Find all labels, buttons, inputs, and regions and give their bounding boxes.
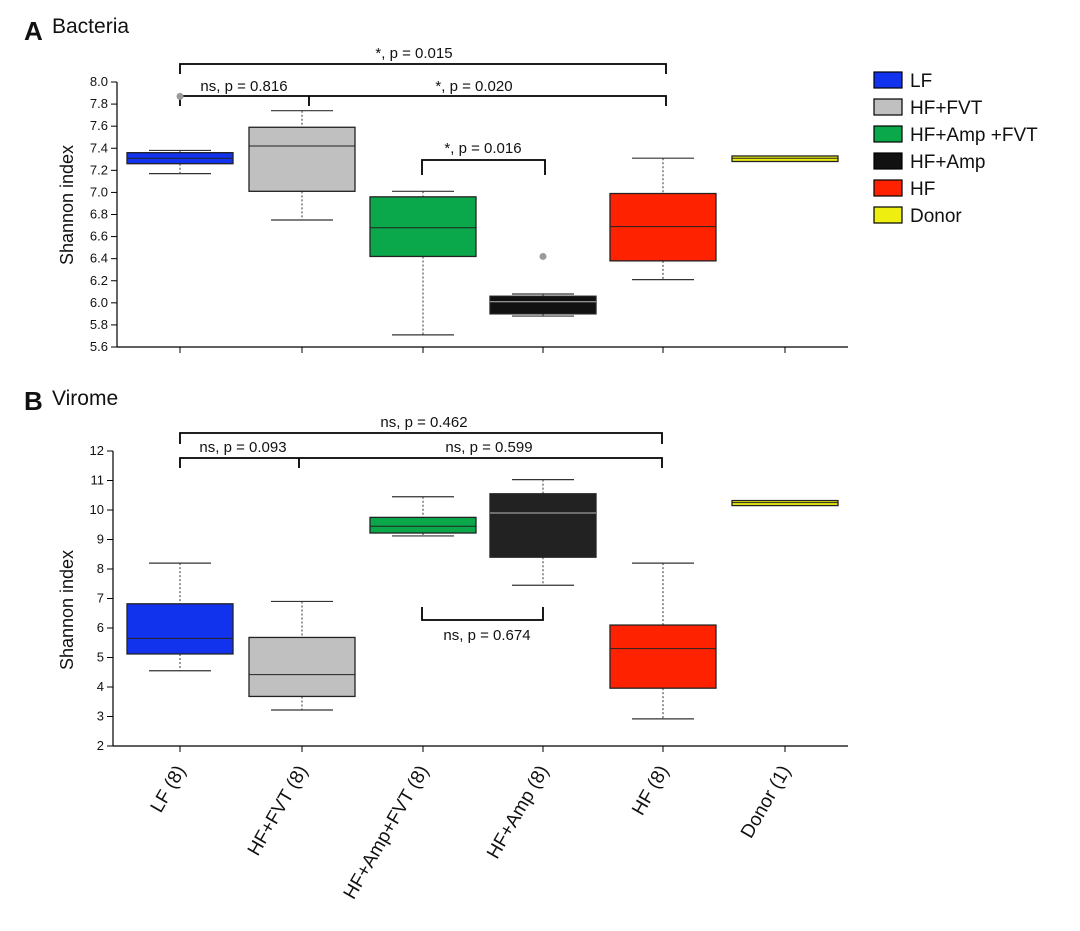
- annotation-b-3: ns, p = 0.599: [445, 439, 532, 456]
- y-tick-label-b: 12: [90, 443, 104, 458]
- outlier-point: [176, 92, 184, 100]
- y-tick-label-a: 5.6: [90, 339, 108, 354]
- bracket-b-lf-hffvt: [179, 457, 663, 468]
- box-rect: [609, 192, 717, 262]
- y-tick-label-a: 7.8: [90, 96, 108, 111]
- box-a-donor: [731, 155, 839, 163]
- y-tick-label-b: 7: [97, 591, 104, 606]
- box-a-hf-fvt: [248, 110, 356, 221]
- box-a-hf-amp-fvt: [369, 190, 477, 336]
- x-category-label: HF+Amp (8): [483, 762, 553, 863]
- y-tick-label-a: 6.8: [90, 207, 108, 222]
- annotation-a-1: *, p = 0.015: [375, 45, 452, 62]
- legend-swatch: [873, 206, 903, 224]
- y-tick-label-b: 6: [97, 620, 104, 635]
- annotation-b-4: ns, p = 0.674: [443, 627, 530, 644]
- bracket-b-lf-hf: [179, 432, 663, 444]
- box-rect: [489, 493, 597, 558]
- box-a-hf: [609, 157, 717, 281]
- y-tick-label-b: 8: [97, 561, 104, 576]
- y-tick-label-b: 2: [97, 738, 104, 753]
- box-a-lf: [126, 92, 234, 175]
- y-tick-label-a: 6.6: [90, 229, 108, 244]
- y-tick-label-a: 7.0: [90, 184, 108, 199]
- annotation-b-1: ns, p = 0.462: [380, 414, 467, 431]
- legend-label: LF: [910, 71, 932, 92]
- box-b-hf: [609, 562, 717, 720]
- box-b-hf-amp-fvt: [369, 496, 477, 537]
- box-a-hf-amp: [489, 252, 597, 317]
- annotation-b-2: ns, p = 0.093: [199, 439, 286, 456]
- y-tick-label-a: 7.6: [90, 118, 108, 133]
- y-axis-label-a: Shannon index: [57, 145, 77, 265]
- x-category-label: HF+FVT (8): [244, 762, 312, 860]
- y-axis-label-b: Shannon index: [57, 550, 77, 670]
- legend-swatch: [873, 152, 903, 170]
- annotation-a-2: ns, p = 0.816: [200, 78, 287, 95]
- y-tick-label-b: 4: [97, 679, 104, 694]
- annotation-a-4: *, p = 0.016: [444, 140, 521, 157]
- panel-letter-b: B: [24, 386, 43, 416]
- annotations-a: [179, 63, 667, 175]
- legend-label: Donor: [910, 206, 962, 227]
- box-b-hf-amp: [489, 479, 597, 586]
- box-b-donor: [731, 499, 839, 507]
- box-b-hf-fvt: [248, 600, 356, 711]
- y-tick-label-b: 3: [97, 709, 104, 724]
- y-tick-label-a: 6.0: [90, 295, 108, 310]
- legend: LF HF+FVT HF+Amp +FVT HF+Amp HF Donor: [873, 71, 1038, 227]
- box-rect: [369, 196, 477, 258]
- y-tick-label-b: 10: [90, 502, 104, 517]
- panel-letter-a: A: [24, 16, 43, 46]
- y-tick-label-b: 11: [91, 473, 105, 488]
- y-tick-label-a: 7.2: [90, 162, 108, 177]
- box-b-lf: [126, 562, 234, 672]
- legend-swatch: [873, 125, 903, 143]
- legend-swatch: [873, 98, 903, 116]
- x-category-label: HF (8): [628, 762, 673, 819]
- y-tick-label-a: 6.2: [90, 273, 108, 288]
- bracket-b-hfampfvt-hfamp: [421, 607, 544, 621]
- x-category-label: HF+Amp+FVT (8): [340, 762, 434, 903]
- annotations-b: [179, 432, 663, 621]
- box-rect: [609, 624, 717, 689]
- legend-swatch: [873, 179, 903, 197]
- legend-label: HF: [910, 179, 935, 200]
- box-rect: [126, 603, 234, 655]
- box-rect: [248, 126, 356, 192]
- bracket-a-lf-hffvt: [179, 95, 667, 106]
- x-category-label: LF (8): [147, 762, 191, 816]
- annotation-a-3: *, p = 0.020: [435, 78, 512, 95]
- y-tick-label-b: 5: [97, 650, 104, 665]
- legend-label: HF+FVT: [910, 98, 983, 119]
- bracket-a-hfampfvt-hfamp: [421, 159, 546, 175]
- legend-label: HF+Amp: [910, 152, 986, 173]
- box-rect: [369, 516, 477, 534]
- box-rect: [248, 636, 356, 698]
- y-tick-label-a: 8.0: [90, 74, 108, 89]
- bracket-a-lf-hf: [179, 63, 667, 74]
- x-axis-categories: LF (8) HF+FVT (8) HF+Amp+FVT (8) HF+Amp (8)…: [147, 762, 796, 903]
- x-category-label: Donor (1): [737, 762, 795, 842]
- legend-swatch: [873, 71, 903, 89]
- y-tick-label-a: 5.8: [90, 317, 108, 332]
- box-rect: [489, 295, 597, 315]
- y-tick-label-a: 6.4: [90, 251, 108, 266]
- legend-label: HF+Amp +FVT: [910, 125, 1038, 146]
- panel-title-b: Virome: [52, 387, 118, 410]
- plot-virome: 2 3 4 5 6 7 8 9 10 11 12: [90, 443, 848, 753]
- panel-title-a: Bacteria: [52, 15, 129, 38]
- y-tick-label-b: 9: [97, 532, 104, 547]
- box-rect: [731, 155, 839, 163]
- y-tick-label-a: 7.4: [90, 140, 108, 155]
- outlier-point: [539, 252, 547, 260]
- plot-bacteria: 5.6 5.8 6.0 6.2 6.4 6.6 6.8 7.0 7.2 7.4 7.6 7.8 8.0: [90, 74, 848, 354]
